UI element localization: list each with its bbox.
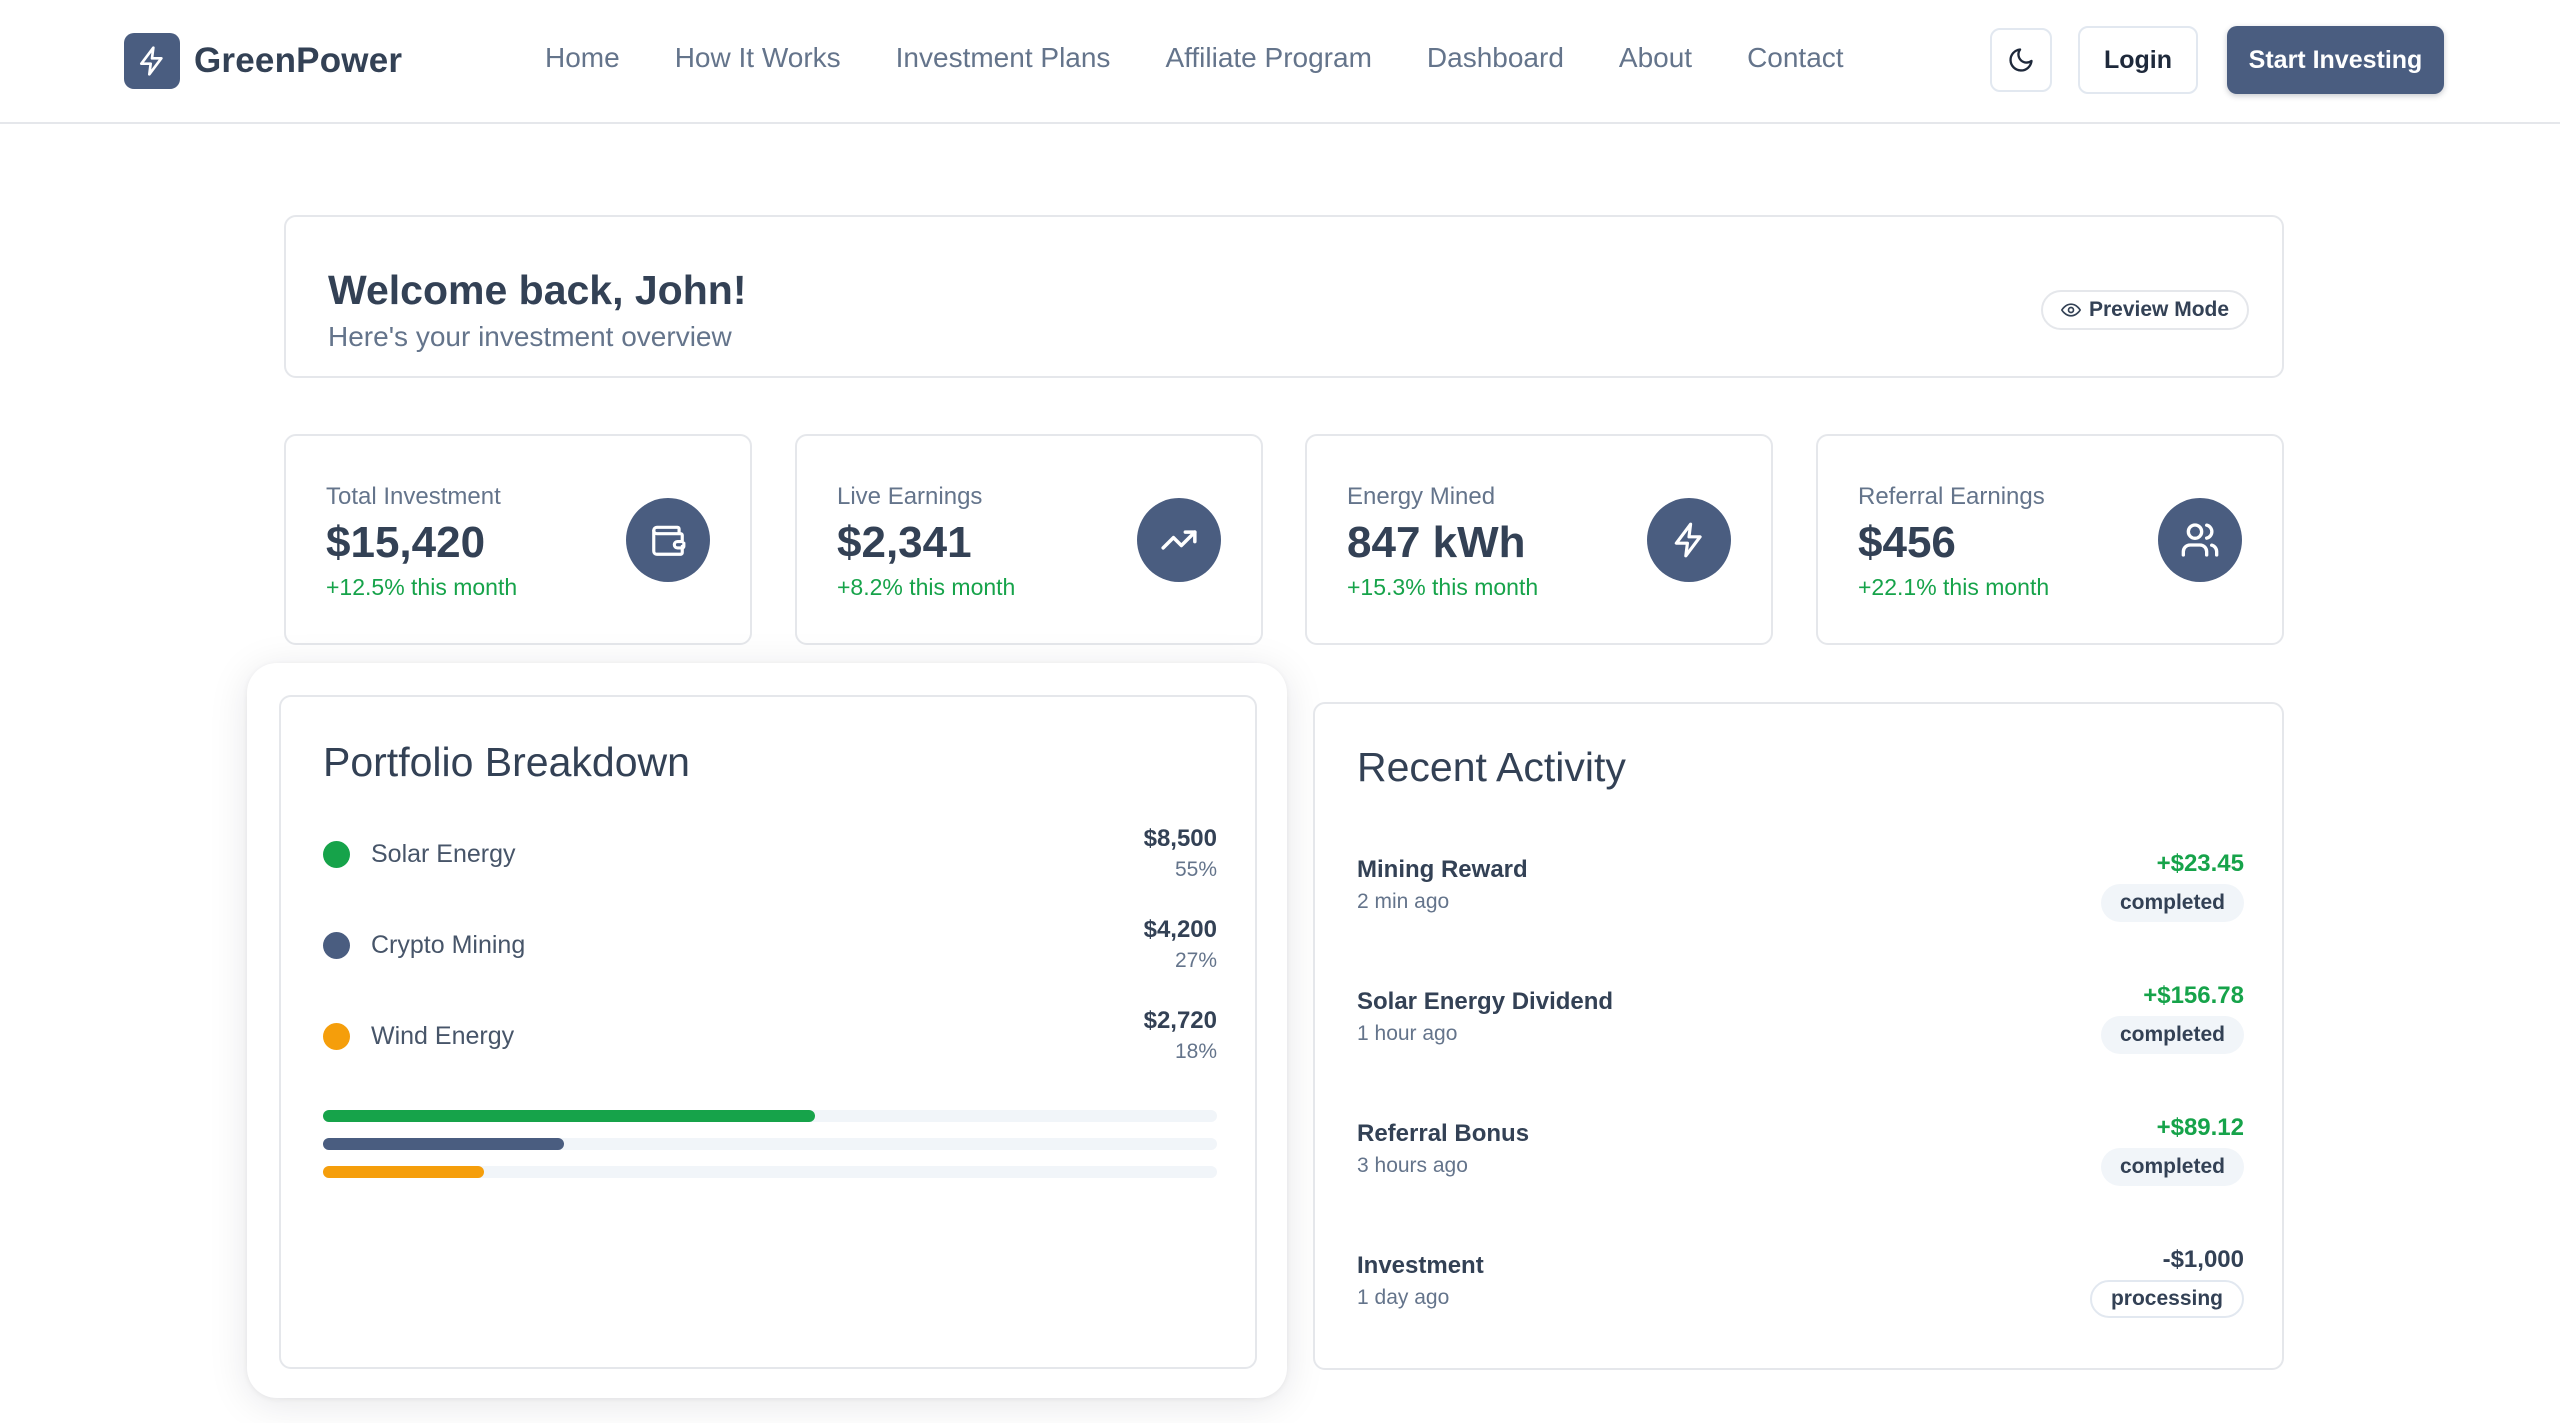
crypto-mining-progress-bar [323,1138,1217,1150]
asset-amount: $8,500 [1143,825,1217,852]
status-badge: processing [2089,1280,2244,1318]
solar-energy-progress-bar [323,1110,1217,1122]
activity-amount: +$23.45 [2156,850,2244,877]
nav-link-dashboard[interactable]: Dashboard [1426,42,1564,73]
trending-up-icon [1137,498,1221,582]
activity-item[interactable]: Investment 1 day ago -$1,000 processing [1357,1240,2244,1350]
stat-change: +8.2% this month [837,574,1016,600]
asset-name: Crypto Mining [371,931,526,959]
activity-time: 1 hour ago [1357,1022,1458,1045]
wind-energy-dot [323,1023,350,1050]
users-icon [2158,498,2242,582]
asset-percent: 18% [1174,1040,1217,1063]
stat-card-referral-earnings: Referral Earnings $456 +22.1% this month [1816,434,2284,645]
stat-change: +12.5% this month [326,574,518,600]
activity-time: 2 min ago [1357,890,1450,913]
activity-title-text: Mining Reward [1357,856,1528,883]
nav-link-affiliate-program[interactable]: Affiliate Program [1165,42,1372,73]
activity-title-text: Investment [1357,1252,1484,1279]
portfolio-breakdown-card: Portfolio Breakdown Solar Energy $8,500 … [279,695,1257,1369]
activity-title: Recent Activity [1357,744,1626,790]
asset-amount: $4,200 [1143,916,1217,943]
preview-mode-badge[interactable]: Preview Mode [2041,290,2250,330]
main-nav: Home How It Works Investment Plans Affil… [545,42,1899,74]
stat-card-energy-mined: Energy Mined 847 kWh +15.3% this month [1305,434,1773,645]
preview-mode-label: Preview Mode [2089,298,2230,321]
portfolio-title: Portfolio Breakdown [323,739,690,785]
stat-value: $456 [1858,518,1956,567]
brand-name: GreenPower [194,41,403,80]
start-investing-button[interactable]: Start Investing [2227,26,2444,94]
top-navigation-bar: GreenPower Home How It Works Investment … [0,0,2560,124]
activity-amount: +$156.78 [2143,982,2244,1009]
activity-amount: -$1,000 [2162,1246,2244,1273]
asset-percent: 27% [1174,949,1217,972]
brand-logo[interactable]: GreenPower [124,33,402,89]
nav-link-how-it-works[interactable]: How It Works [674,42,841,73]
portfolio-asset-row: Wind Energy $2,720 18% [323,1007,1217,1067]
welcome-subtitle: Here's your investment overview [328,321,732,352]
stat-value: $2,341 [837,518,972,567]
activity-title-text: Solar Energy Dividend [1357,988,1614,1015]
stat-label: Live Earnings [837,483,983,510]
activity-item[interactable]: Referral Bonus 3 hours ago +$89.12 compl… [1357,1108,2244,1218]
status-badge: completed [2100,1148,2244,1186]
activity-title-text: Referral Bonus [1357,1120,1530,1147]
wind-energy-progress-bar [323,1166,1217,1178]
login-button[interactable]: Login [2078,26,2198,94]
moon-icon [2007,46,2035,74]
stat-card-total-investment: Total Investment $15,420 +12.5% this mon… [284,434,752,645]
nav-link-contact[interactable]: Contact [1747,42,1844,73]
stat-label: Energy Mined [1347,483,1496,510]
nav-link-about[interactable]: About [1618,42,1693,73]
welcome-card: Welcome back, John! Here's your investme… [284,215,2284,378]
lightning-bolt-icon [124,33,180,89]
portfolio-asset-row: Solar Energy $8,500 55% [323,825,1217,885]
crypto-mining-progress-fill [323,1138,565,1150]
asset-percent: 55% [1174,858,1217,881]
status-badge: completed [2100,884,2244,922]
asset-name: Wind Energy [371,1022,515,1050]
stat-label: Referral Earnings [1858,483,2045,510]
activity-time: 1 day ago [1357,1286,1450,1309]
activity-item[interactable]: Mining Reward 2 min ago +$23.45 complete… [1357,844,2244,954]
welcome-title: Welcome back, John! [328,267,747,313]
portfolio-asset-row: Crypto Mining $4,200 27% [323,916,1217,976]
stat-label: Total Investment [326,483,501,510]
stat-card-live-earnings: Live Earnings $2,341 +8.2% this month [795,434,1263,645]
recent-activity-card: Recent Activity Mining Reward 2 min ago … [1313,702,2284,1370]
stat-value: $15,420 [326,518,486,567]
solar-energy-dot [323,841,350,868]
wind-energy-progress-fill [323,1166,484,1178]
lightning-bolt-icon [1647,498,1731,582]
activity-item[interactable]: Solar Energy Dividend 1 hour ago +$156.7… [1357,976,2244,1086]
eye-icon [2061,300,2081,320]
activity-time: 3 hours ago [1357,1154,1468,1177]
activity-amount: +$89.12 [2156,1114,2244,1141]
crypto-mining-dot [323,932,350,959]
theme-toggle-button[interactable] [1990,28,2052,92]
nav-link-investment-plans[interactable]: Investment Plans [895,42,1111,73]
stat-value: 847 kWh [1347,518,1526,567]
stat-change: +15.3% this month [1347,574,1539,600]
asset-amount: $2,720 [1143,1007,1217,1034]
wallet-icon [626,498,710,582]
nav-link-home[interactable]: Home [545,42,620,73]
asset-name: Solar Energy [371,840,516,868]
solar-energy-progress-fill [323,1110,815,1122]
stat-change: +22.1% this month [1858,574,2050,600]
status-badge: completed [2100,1016,2244,1054]
